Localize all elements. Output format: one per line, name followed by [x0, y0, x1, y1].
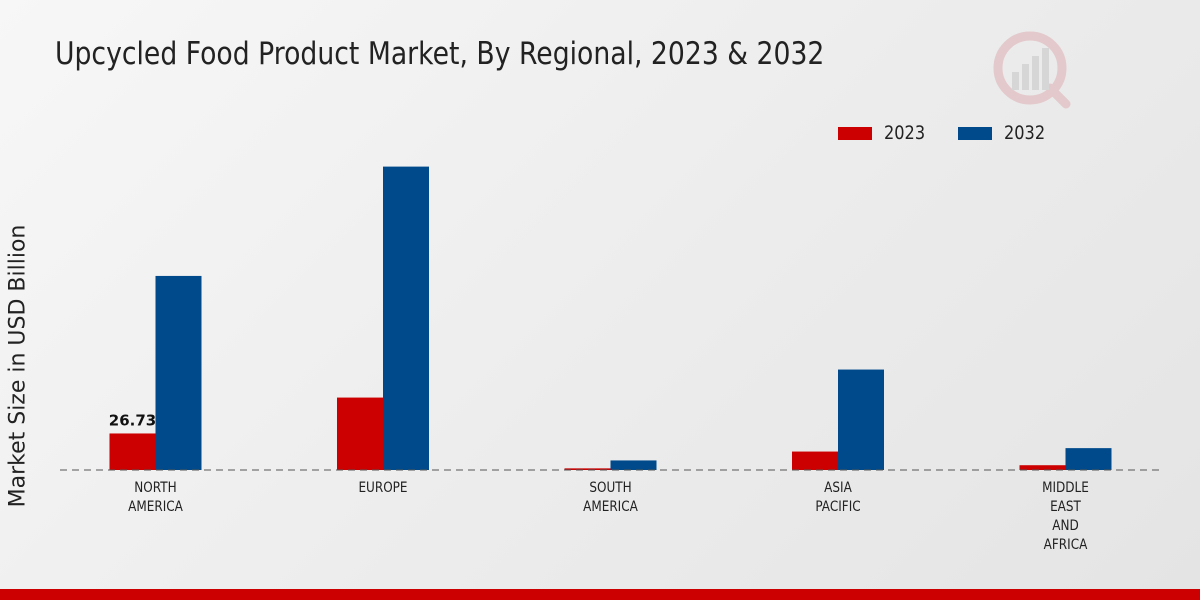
bottom-accent-bar [0, 589, 1200, 600]
x-tick-label-3-0: ASIA [824, 480, 852, 496]
bar-2032-3 [838, 369, 884, 470]
bar-2023-0 [109, 433, 156, 470]
x-tick-label-0-1: AMERICA [128, 499, 183, 515]
legend-item-2032: 2032 [958, 122, 1052, 144]
bar-2032-4 [1065, 448, 1112, 470]
bar-2032-2 [610, 460, 657, 470]
legend-label-2032: 2032 [1004, 122, 1046, 144]
brand-logo-icon [993, 31, 1071, 109]
bar-2023-2 [564, 468, 611, 470]
x-tick-label-2-1: AMERICA [583, 499, 638, 515]
bar-2032-1 [383, 166, 429, 470]
bar-2032-0 [155, 275, 202, 470]
legend-item-2023: 2023 [838, 122, 932, 144]
chart-title: Upcycled Food Product Market, By Regiona… [55, 36, 825, 72]
x-tick-label-3-1: PACIFIC [815, 499, 860, 515]
bar-2023-1 [337, 397, 383, 470]
x-tick-label-1-0: EUROPE [358, 480, 407, 496]
bar-2023-3 [792, 451, 838, 470]
legend-swatch-2023 [838, 126, 872, 140]
x-tick-label-4-1: EAST [1050, 499, 1081, 515]
x-tick-label-4-0: MIDDLE [1042, 480, 1089, 496]
x-tick-label-4-2: AND [1052, 518, 1078, 534]
data-label-2023-0: 26.73 [109, 411, 156, 429]
x-tick-label-2-0: SOUTH [589, 480, 631, 496]
x-tick-label-0-0: NORTH [134, 480, 176, 496]
x-tick-label-4-3: AFRICA [1044, 537, 1088, 553]
legend-label-2023: 2023 [884, 122, 926, 144]
bar-2023-4 [1019, 465, 1066, 470]
legend-swatch-2032 [958, 126, 992, 140]
